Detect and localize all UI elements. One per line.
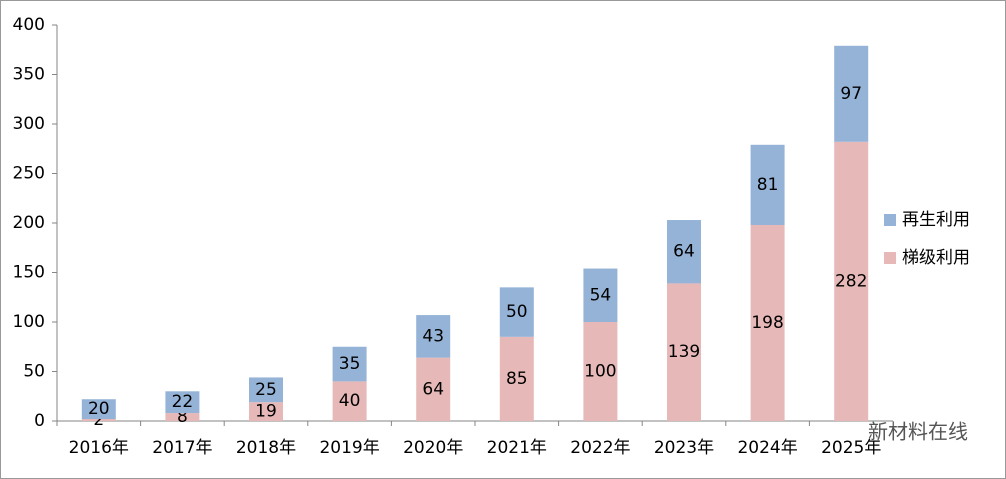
x-tick-label: 2019年 bbox=[319, 438, 379, 458]
x-tick-label: 2022年 bbox=[570, 438, 630, 458]
y-tick-label: 0 bbox=[34, 411, 45, 431]
y-tick-label: 150 bbox=[13, 263, 45, 283]
legend-swatch bbox=[884, 252, 896, 264]
data-label: 198 bbox=[751, 313, 783, 333]
bar-segment bbox=[416, 357, 451, 421]
y-tick-label: 100 bbox=[13, 312, 45, 332]
y-tick-label: 50 bbox=[23, 362, 45, 382]
bar-segment bbox=[332, 381, 367, 421]
legend-label: 再生利用 bbox=[902, 210, 970, 230]
bar-segment bbox=[81, 419, 116, 421]
x-tick-label: 2017年 bbox=[152, 438, 212, 458]
data-label: 35 bbox=[339, 354, 361, 374]
y-tick-label: 300 bbox=[13, 114, 45, 134]
bar-segment bbox=[667, 283, 701, 421]
bar-segment bbox=[249, 402, 283, 421]
bar-segment bbox=[499, 336, 534, 421]
data-label: 40 bbox=[339, 391, 361, 411]
x-tick-label: 2024年 bbox=[737, 438, 797, 458]
data-label: 20 bbox=[88, 399, 110, 419]
y-tick-label: 200 bbox=[13, 213, 45, 233]
bar-segment bbox=[667, 220, 701, 284]
data-label: 97 bbox=[840, 84, 862, 104]
bar-segment bbox=[499, 287, 534, 337]
data-label: 19 bbox=[255, 402, 277, 422]
data-label: 8 bbox=[177, 407, 188, 427]
bar-segment bbox=[583, 268, 618, 322]
data-label: 43 bbox=[422, 326, 444, 346]
bar-segment bbox=[583, 322, 618, 421]
data-label: 25 bbox=[255, 380, 277, 400]
bar-segment bbox=[834, 45, 869, 142]
data-label: 85 bbox=[506, 369, 528, 389]
data-label: 139 bbox=[668, 342, 700, 362]
data-label: 64 bbox=[673, 242, 695, 262]
bar-segment bbox=[81, 399, 116, 420]
bar-segment bbox=[834, 141, 869, 421]
x-tick-label: 2023年 bbox=[654, 438, 714, 458]
bar-segment bbox=[750, 224, 785, 421]
watermark: 新材料在线 bbox=[868, 420, 968, 444]
y-tick-label: 350 bbox=[13, 65, 45, 85]
bar-segment bbox=[165, 391, 200, 414]
data-label: 64 bbox=[422, 379, 444, 399]
x-tick-label: 2016年 bbox=[69, 438, 129, 458]
bar-segment bbox=[416, 315, 451, 358]
y-tick-label: 250 bbox=[13, 164, 45, 184]
legend-swatch bbox=[884, 214, 896, 226]
data-label: 50 bbox=[506, 302, 528, 322]
bar-segment bbox=[165, 413, 200, 421]
x-tick-label: 2018年 bbox=[236, 438, 296, 458]
data-label: 54 bbox=[590, 285, 612, 305]
bar-segment bbox=[332, 346, 367, 382]
bar-segment bbox=[249, 377, 283, 403]
x-tick-label: 2021年 bbox=[487, 438, 547, 458]
data-label: 81 bbox=[757, 175, 779, 195]
data-label: 22 bbox=[172, 392, 194, 412]
y-tick-label: 400 bbox=[13, 15, 45, 35]
legend-label: 梯级利用 bbox=[902, 248, 970, 268]
x-tick-label: 2025年 bbox=[821, 438, 881, 458]
x-tick-label: 2020年 bbox=[403, 438, 463, 458]
data-label: 100 bbox=[584, 362, 616, 382]
bar-segment bbox=[750, 144, 785, 225]
data-label: 282 bbox=[835, 271, 867, 291]
data-label: 2 bbox=[93, 410, 104, 430]
